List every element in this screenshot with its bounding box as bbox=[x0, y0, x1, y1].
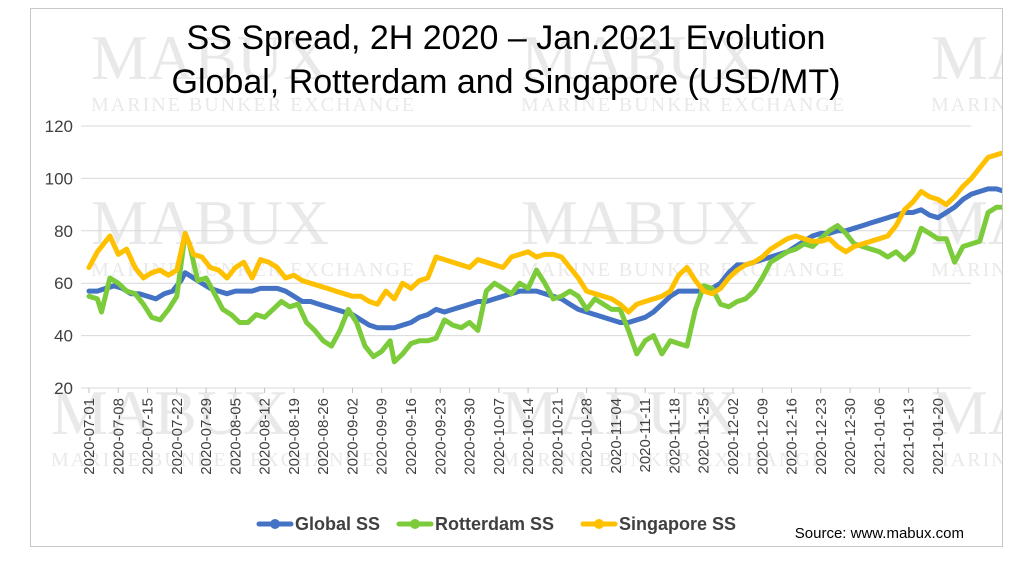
watermark-brand: MABUX bbox=[931, 22, 1002, 93]
x-tick-label: 2020-08-05 bbox=[227, 398, 244, 475]
gridlines bbox=[81, 125, 971, 389]
series-line-singapore-ss bbox=[86, 150, 1002, 315]
y-tick-label: 40 bbox=[54, 327, 73, 346]
y-tick-label: 120 bbox=[45, 117, 73, 136]
watermark-tagline: MARINE BUNKER EXCHANGE bbox=[501, 449, 826, 471]
y-tick-label: 100 bbox=[45, 169, 73, 188]
x-tick-label: 2020-09-16 bbox=[403, 398, 420, 475]
x-tick-label: 2020-12-16 bbox=[784, 398, 801, 475]
x-tick-label: 2020-11-25 bbox=[696, 398, 713, 474]
watermark-brand: MABUX bbox=[51, 377, 289, 448]
x-tick-label: 2020-07-15 bbox=[140, 398, 157, 475]
watermark-brand: MABUX bbox=[931, 377, 1002, 448]
y-tick-label: 80 bbox=[54, 222, 73, 241]
series-lines bbox=[86, 150, 1002, 365]
watermark-brand: MABUX bbox=[501, 377, 739, 448]
x-tick-label: 2020-10-07 bbox=[491, 398, 508, 475]
watermark-tagline: MARINE BUNKER EXCHANGE bbox=[521, 94, 846, 116]
x-tick-label: 2020-09-30 bbox=[462, 398, 479, 475]
x-tick-label: 2020-12-30 bbox=[842, 398, 859, 475]
watermark-brand: MABUX bbox=[91, 187, 329, 258]
x-tick-label: 2020-08-19 bbox=[286, 398, 303, 475]
legend-label: Singapore SS bbox=[619, 514, 736, 534]
x-tick-label: 2020-12-09 bbox=[754, 398, 771, 475]
x-tick-label: 2021-01-06 bbox=[871, 398, 888, 475]
x-tick-label: 2020-09-23 bbox=[432, 398, 449, 475]
legend-marker bbox=[270, 519, 280, 529]
chart-frame: MABUX MARINE BUNKER EXCHANGE MABUX MARINE B… bbox=[30, 8, 1003, 547]
x-tick-label: 2020-07-08 bbox=[110, 398, 127, 475]
x-tick-label: 2020-09-09 bbox=[374, 398, 391, 475]
watermark-tagline: MARINE BUNKER EXCHANGE bbox=[931, 259, 1002, 281]
chart-title-line-2: Global, Rotterdam and Singapore (USD/MT) bbox=[172, 63, 841, 101]
watermark-brand: MABUX bbox=[91, 22, 329, 93]
watermark-brand: MABUX bbox=[521, 187, 759, 258]
chart-title-line-1: SS Spread, 2H 2020 – Jan.2021 Evolution bbox=[187, 19, 826, 57]
x-tick-label: 2020-11-11 bbox=[637, 398, 654, 473]
watermark-tagline: MARINE BUNKER EXCHANGE bbox=[931, 94, 1002, 116]
series-line-rotterdam-ss bbox=[86, 204, 1002, 365]
watermark-brand: MABUX bbox=[521, 22, 759, 93]
x-tick-label: 2020-07-22 bbox=[169, 398, 186, 475]
x-tick-label: 2020-07-29 bbox=[198, 398, 215, 475]
x-tick-label: 2020-07-01 bbox=[81, 398, 98, 475]
source-note: Source: www.mabux.com bbox=[795, 525, 964, 542]
x-tick-label: 2020-09-02 bbox=[344, 398, 361, 475]
x-tick-label: 2021-01-13 bbox=[901, 398, 918, 475]
y-axis-ticks: 20 40 60 80 100 120 bbox=[45, 117, 73, 398]
watermark-tagline: MARINE BUNKER EXCHANGE bbox=[931, 449, 1002, 471]
x-tick-label: 2020-11-04 bbox=[608, 398, 625, 474]
watermark-tagline: MARINE BUNKER EXCHANGE bbox=[91, 94, 416, 116]
legend-label: Global SS bbox=[295, 514, 380, 534]
x-tick-label: 2020-08-26 bbox=[315, 398, 332, 475]
legend: Global SS Rotterdam SS Singapore SS bbox=[256, 514, 736, 534]
x-tick-label: 2020-12-02 bbox=[725, 398, 742, 475]
x-tick-label: 2021-01-20 bbox=[930, 398, 947, 475]
x-tick-label: 2020-11-18 bbox=[666, 398, 683, 474]
legend-marker bbox=[410, 519, 420, 529]
x-tick-label: 2020-10-21 bbox=[549, 398, 566, 475]
watermark-tagline: MARINE BUNKER EXCHANGE bbox=[51, 449, 376, 471]
legend-marker bbox=[594, 519, 604, 529]
x-tick-label: 2020-10-14 bbox=[520, 398, 537, 475]
x-axis-ticks: 2020-07-01 2020-07-08 2020-07-15 2020-07-22… bbox=[81, 388, 947, 475]
y-tick-label: 60 bbox=[54, 274, 73, 293]
y-tick-label: 20 bbox=[54, 379, 73, 398]
x-tick-label: 2020-10-28 bbox=[579, 398, 596, 475]
legend-label: Rotterdam SS bbox=[435, 514, 554, 534]
x-tick-label: 2020-08-12 bbox=[257, 398, 274, 475]
x-tick-label: 2020-12-23 bbox=[813, 398, 830, 475]
